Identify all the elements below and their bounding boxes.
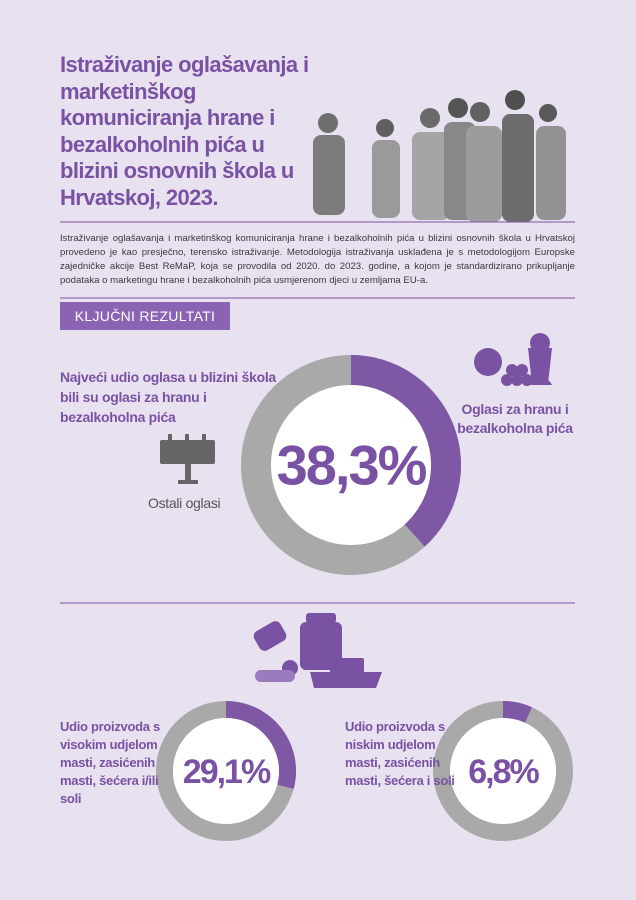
photo [300, 85, 575, 225]
billboard-icon [160, 434, 215, 484]
product-label: Udio proizvoda s niskim udjelom masti, z… [345, 719, 455, 788]
donut-hole [271, 385, 431, 545]
highlight-label: Oglasi za hranu i bezalkoholna pića [457, 401, 573, 436]
donut-segment [351, 355, 462, 547]
donut-hole [450, 718, 556, 824]
product-label: Udio proizvoda s visokim udjelom masti, … [60, 719, 160, 806]
food-icon [474, 333, 552, 386]
section-label: KLJUČNI REZULTATI [60, 302, 230, 330]
donut-value: 6,8% [468, 753, 539, 791]
result-heading: Najveći udio oglasa u blizini škola bili… [60, 369, 276, 425]
title: Istraživanje oglašavanja i marketinškog … [60, 52, 309, 210]
donut-segment [226, 701, 296, 789]
donut-value: 29,1% [183, 753, 271, 791]
groceries-icon [253, 613, 382, 688]
other-label: Ostali oglasi [148, 495, 221, 511]
donut-segment [503, 701, 533, 723]
donut-hole [173, 718, 279, 824]
donut-value: 38,3% [277, 434, 427, 497]
description: Istraživanje oglašavanja i marketinškog … [60, 233, 575, 286]
